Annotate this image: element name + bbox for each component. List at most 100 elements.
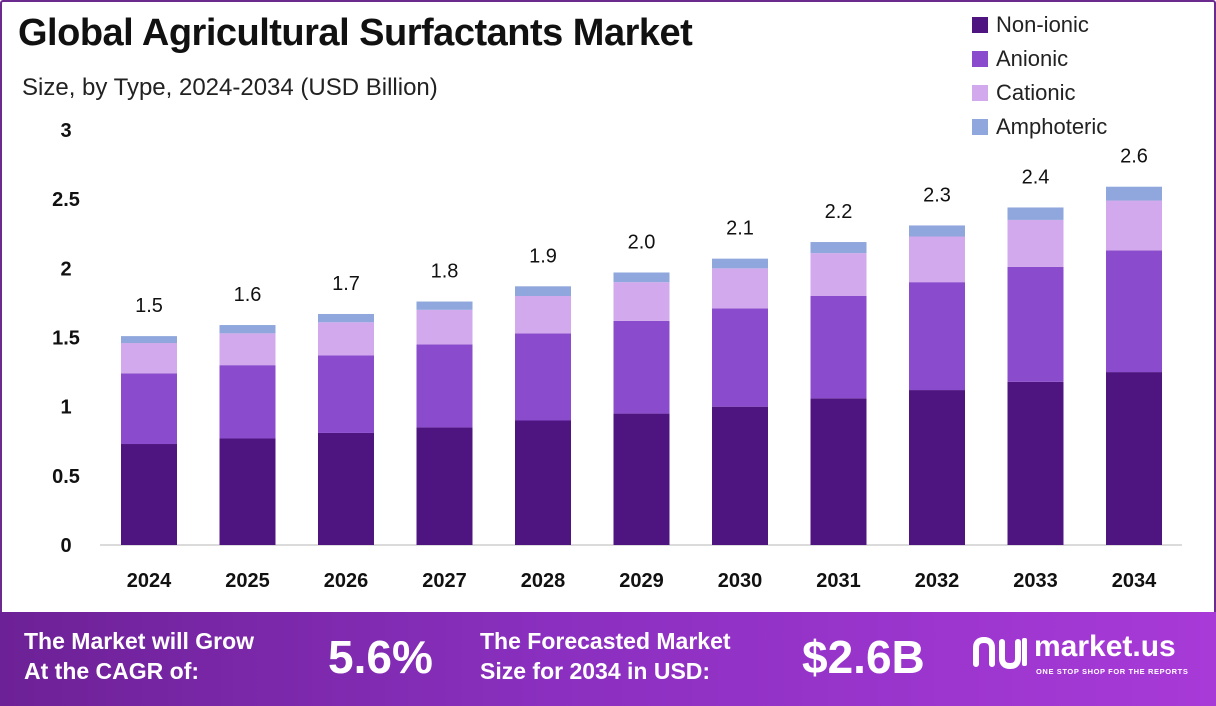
bar-segment-anionic-2026 bbox=[318, 355, 374, 433]
legend: Non-ionic Anionic Cationic Amphoteric bbox=[972, 8, 1202, 144]
bar-segment-amphoteric-2025 bbox=[219, 325, 276, 334]
bar-segment-non-ionic-2028 bbox=[515, 420, 571, 545]
bar-total-label-2028: 1.9 bbox=[529, 245, 557, 267]
x-tick-label-2033: 2033 bbox=[1013, 570, 1058, 592]
bar-segment-non-ionic-2024 bbox=[121, 444, 177, 545]
y-tick-label: 0 bbox=[60, 535, 71, 557]
bar-segment-cationic-2026 bbox=[318, 322, 374, 356]
bar-segment-cationic-2028 bbox=[515, 296, 571, 334]
bar-segment-cationic-2034 bbox=[1106, 200, 1162, 251]
bar-total-label-2024: 1.5 bbox=[135, 295, 163, 317]
brand-tagline: ONE STOP SHOP FOR THE REPORTS bbox=[1036, 667, 1189, 676]
legend-label-anionic: Anionic bbox=[996, 46, 1069, 71]
cagr-value: 5.6% bbox=[328, 631, 433, 683]
x-tick-label-2027: 2027 bbox=[422, 570, 467, 592]
bar-total-label-2030: 2.1 bbox=[726, 218, 754, 240]
bar-segment-amphoteric-2028 bbox=[515, 286, 571, 296]
bar-segment-anionic-2034 bbox=[1106, 250, 1162, 373]
y-tick-label: 1.5 bbox=[52, 328, 80, 350]
bar-segment-anionic-2031 bbox=[810, 296, 867, 399]
y-tick-label: 2 bbox=[60, 258, 71, 280]
bar-segment-cationic-2030 bbox=[712, 268, 768, 309]
bar-total-label-2033: 2.4 bbox=[1022, 166, 1050, 188]
bar-segment-amphoteric-2031 bbox=[810, 242, 867, 254]
legend-label-non-ionic: Non-ionic bbox=[996, 12, 1089, 37]
bar-segment-amphoteric-2024 bbox=[121, 336, 177, 344]
bar-segment-cationic-2024 bbox=[121, 343, 177, 374]
bar-total-label-2034: 2.6 bbox=[1120, 146, 1148, 168]
x-tick-label-2028: 2028 bbox=[521, 570, 566, 592]
chart-subtitle: Size, by Type, 2024-2034 (USD Billion) bbox=[22, 74, 438, 101]
legend-item-cationic: Cationic bbox=[972, 76, 1202, 110]
cagr-caption: The Market will Grow At the CAGR of: bbox=[24, 626, 254, 686]
bar-segment-anionic-2032 bbox=[909, 282, 965, 391]
bar-total-label-2031: 2.2 bbox=[825, 201, 853, 223]
forecast-caption: The Forecasted Market Size for 2034 in U… bbox=[480, 626, 731, 686]
x-tick-label-2026: 2026 bbox=[324, 570, 369, 592]
bar-segment-amphoteric-2032 bbox=[909, 225, 965, 237]
bar-segment-cationic-2025 bbox=[219, 333, 276, 366]
bar-segment-non-ionic-2030 bbox=[712, 406, 768, 545]
forecast-value: $2.6B bbox=[802, 631, 925, 683]
bar-segment-anionic-2028 bbox=[515, 333, 571, 421]
legend-swatch-amphoteric bbox=[972, 119, 988, 135]
bar-segment-anionic-2025 bbox=[219, 365, 276, 439]
bar-segment-anionic-2033 bbox=[1007, 266, 1064, 382]
bar-chart: 0 0.5 1 1.5 2 2.5 3 1.5 2024 1.6 2025 1.7 2026 1.8 202… bbox=[52, 120, 1182, 592]
y-tick-label: 1 bbox=[60, 397, 71, 419]
bar-segment-cationic-2029 bbox=[613, 282, 670, 321]
footer-banner: The Market will Grow At the CAGR of: 5.6… bbox=[0, 612, 1216, 706]
bar-segment-amphoteric-2029 bbox=[613, 272, 670, 283]
x-tick-label-2030: 2030 bbox=[718, 570, 763, 592]
bar-segment-amphoteric-2026 bbox=[318, 313, 374, 323]
bar-segment-cationic-2032 bbox=[909, 236, 965, 283]
x-tick-label-2029: 2029 bbox=[619, 570, 664, 592]
legend-label-amphoteric: Amphoteric bbox=[996, 114, 1108, 139]
legend-swatch-anionic bbox=[972, 51, 988, 67]
bar-segment-anionic-2030 bbox=[712, 308, 768, 407]
legend-swatch-cationic bbox=[972, 85, 988, 101]
legend-swatch-non-ionic bbox=[972, 17, 988, 33]
bar-total-label-2025: 1.6 bbox=[234, 284, 262, 306]
y-tick-label: 2.5 bbox=[52, 189, 80, 211]
y-tick-label: 3 bbox=[60, 120, 71, 142]
bar-segment-anionic-2024 bbox=[121, 373, 177, 445]
bar-segment-amphoteric-2030 bbox=[712, 258, 768, 269]
bar-segment-non-ionic-2026 bbox=[318, 432, 374, 545]
bar-segment-cationic-2031 bbox=[810, 253, 867, 296]
bar-segment-amphoteric-2033 bbox=[1007, 207, 1064, 220]
cagr-caption-line1: The Market will Grow bbox=[24, 628, 255, 654]
forecast-caption-line1: The Forecasted Market bbox=[480, 628, 731, 654]
bar-segment-non-ionic-2032 bbox=[909, 390, 965, 545]
x-tick-label-2034: 2034 bbox=[1112, 570, 1157, 592]
bar-segment-non-ionic-2027 bbox=[416, 427, 473, 545]
bar-segment-amphoteric-2034 bbox=[1106, 186, 1162, 201]
x-tick-label-2031: 2031 bbox=[816, 570, 861, 592]
y-tick-label: 0.5 bbox=[52, 466, 80, 488]
bar-total-label-2032: 2.3 bbox=[923, 184, 951, 206]
bar-total-label-2029: 2.0 bbox=[628, 231, 656, 253]
bar-segment-non-ionic-2031 bbox=[810, 398, 867, 545]
bar-segment-non-ionic-2034 bbox=[1106, 372, 1162, 545]
legend-label-cationic: Cationic bbox=[996, 80, 1076, 105]
bar-segment-anionic-2027 bbox=[416, 344, 473, 428]
bar-segment-non-ionic-2029 bbox=[613, 413, 670, 545]
bar-total-label-2027: 1.8 bbox=[431, 261, 459, 283]
chart-title: Global Agricultural Surfactants Market bbox=[18, 12, 693, 54]
bar-segment-cationic-2033 bbox=[1007, 219, 1064, 267]
bar-segment-anionic-2029 bbox=[613, 320, 670, 414]
x-tick-label-2032: 2032 bbox=[915, 570, 960, 592]
legend-item-non-ionic: Non-ionic bbox=[972, 8, 1202, 42]
cagr-caption-line2: At the CAGR of: bbox=[24, 658, 200, 684]
legend-item-anionic: Anionic bbox=[972, 42, 1202, 76]
bar-segment-cationic-2027 bbox=[416, 309, 473, 345]
bar-segment-non-ionic-2025 bbox=[219, 438, 276, 545]
bar-total-label-2026: 1.7 bbox=[332, 273, 360, 295]
brand-name: market.us bbox=[1034, 630, 1176, 663]
forecast-caption-line2: Size for 2034 in USD: bbox=[480, 658, 711, 684]
bar-segment-amphoteric-2027 bbox=[416, 301, 473, 310]
x-tick-label-2025: 2025 bbox=[225, 570, 270, 592]
x-tick-label-2024: 2024 bbox=[127, 570, 172, 592]
bar-segment-non-ionic-2033 bbox=[1007, 381, 1064, 545]
legend-item-amphoteric: Amphoteric bbox=[972, 110, 1202, 144]
